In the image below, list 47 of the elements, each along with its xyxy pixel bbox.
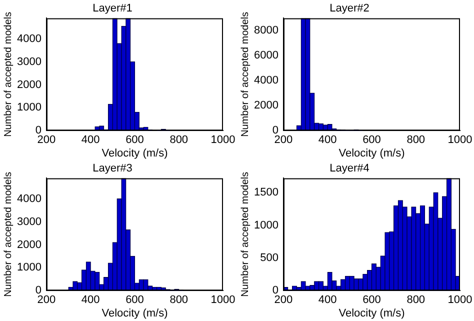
x-tick-label: 1000 <box>210 134 236 146</box>
x-axis-title: Velocity (m/s) <box>102 307 168 320</box>
x-tick-label: 400 <box>318 294 337 306</box>
x-tick-label: 600 <box>126 134 144 146</box>
y-tick-label: 1000 <box>16 102 42 114</box>
x-tick-label: 1000 <box>448 294 472 306</box>
chart-title: Layer#1 <box>92 2 132 15</box>
x-tick-label: 200 <box>37 294 56 306</box>
x-tick-label: 400 <box>81 294 100 306</box>
y-tick-label: 4000 <box>16 32 42 45</box>
y-tick-label: 1000 <box>254 219 278 232</box>
y-tick-label: 500 <box>260 252 278 264</box>
x-tick-label: 600 <box>362 294 381 306</box>
x-tick-label: 400 <box>318 134 337 146</box>
x-tick-label: 1000 <box>210 294 236 306</box>
y-axis-title: Number of accepted models <box>240 172 251 297</box>
x-tick-label: 600 <box>126 294 144 306</box>
x-tick-label: 800 <box>406 134 426 146</box>
x-tick-label: 800 <box>170 134 188 146</box>
x-tick-label: 200 <box>274 294 293 306</box>
y-tick-label: 2000 <box>254 100 278 112</box>
y-tick-label: 1500 <box>254 186 278 199</box>
x-tick-label: 1000 <box>448 134 472 146</box>
y-tick-label: 2000 <box>16 78 42 91</box>
x-axis-title: Velocity (m/s) <box>338 147 405 160</box>
y-tick-label: 8000 <box>254 24 278 37</box>
y-tick-label: 6000 <box>254 50 278 62</box>
y-tick-label: 2000 <box>16 238 42 251</box>
y-tick-label: 4000 <box>254 74 278 87</box>
x-tick-label: 400 <box>81 134 100 146</box>
chart-title: Layer#2 <box>330 2 370 15</box>
y-tick-label: 1000 <box>16 262 42 274</box>
y-tick-label: 3000 <box>16 216 42 228</box>
x-tick-label: 800 <box>406 294 426 306</box>
x-tick-label: 200 <box>274 134 293 146</box>
y-axis-title: Number of accepted models <box>2 172 14 297</box>
y-tick-label: 4000 <box>16 192 42 205</box>
x-tick-label: 200 <box>37 134 56 146</box>
x-tick-label: 800 <box>170 294 188 306</box>
chart-title: Layer#4 <box>330 162 370 175</box>
x-tick-label: 600 <box>362 134 381 146</box>
chart-title: Layer#3 <box>92 162 132 175</box>
y-axis-title: Number of accepted models <box>2 12 14 137</box>
x-axis-title: Velocity (m/s) <box>102 147 168 160</box>
x-axis-title: Velocity (m/s) <box>338 307 405 320</box>
y-axis-title: Number of accepted models <box>240 12 251 137</box>
y-tick-label: 3000 <box>16 56 42 68</box>
